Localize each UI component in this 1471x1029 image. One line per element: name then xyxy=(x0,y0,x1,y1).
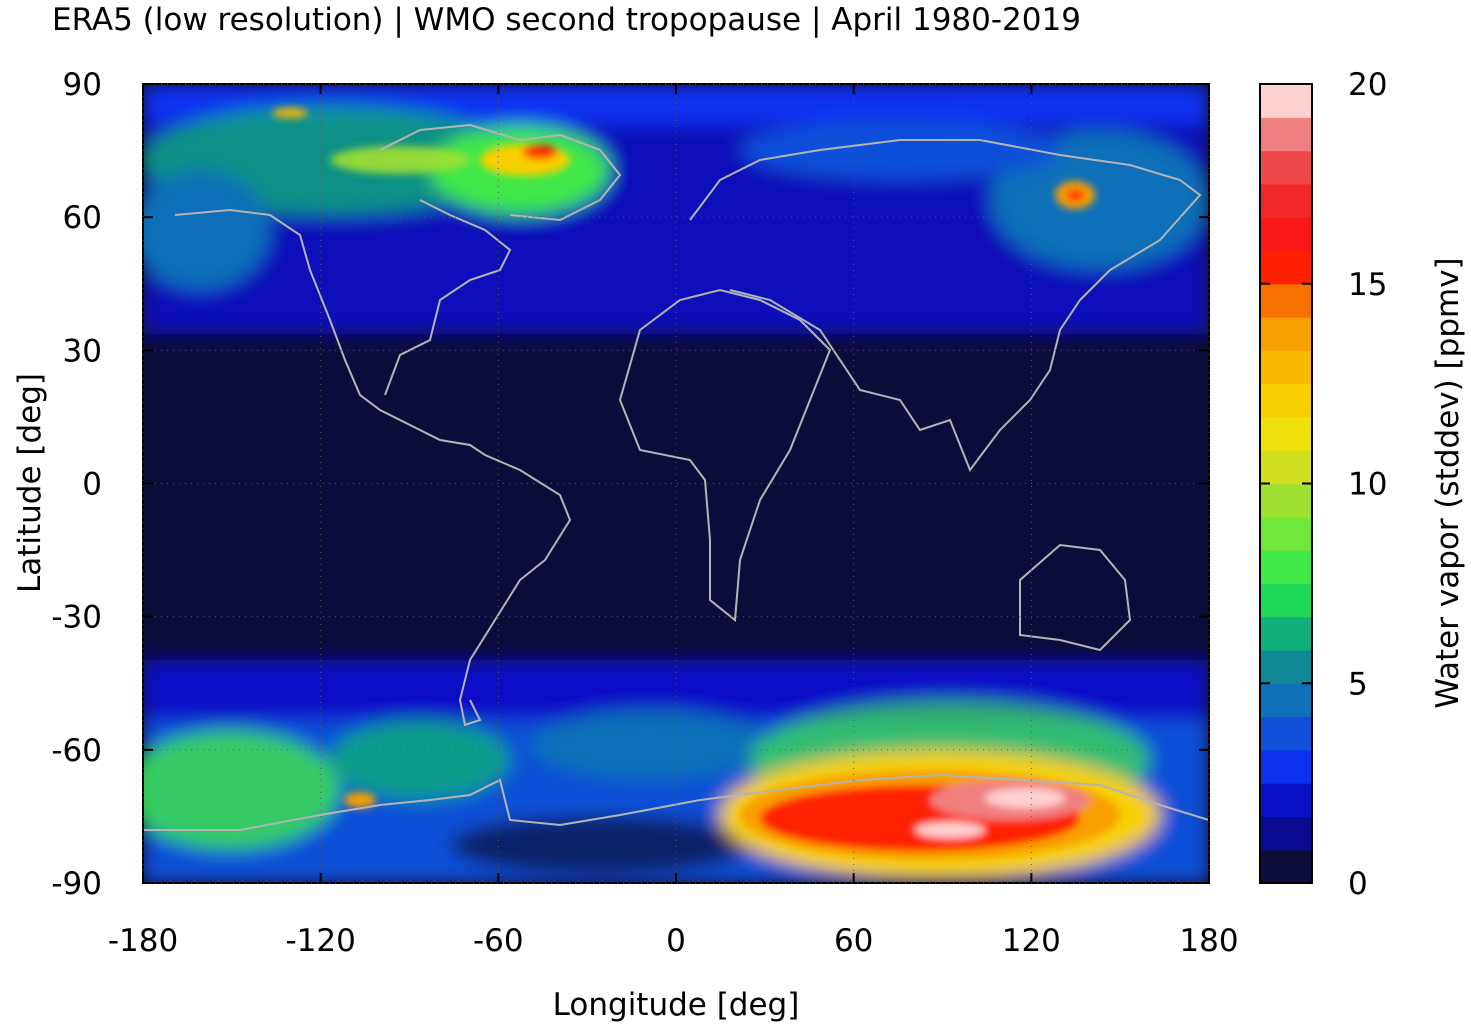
y-tick-label: -30 xyxy=(51,600,102,636)
x-tick-label: -60 xyxy=(473,923,524,959)
colorbar-segment xyxy=(1260,416,1312,451)
y-tick-label: -60 xyxy=(51,733,102,769)
colorbar-tick-label: 20 xyxy=(1348,67,1387,103)
colorbar-tick-label: 10 xyxy=(1348,467,1387,503)
colorbar-segment xyxy=(1260,283,1312,318)
coastlines xyxy=(143,123,1209,831)
colorbar-segment xyxy=(1260,117,1312,152)
colorbar-segment xyxy=(1260,483,1312,518)
colorbar-segment xyxy=(1260,749,1312,784)
x-tick-label: 180 xyxy=(1179,923,1238,959)
x-tick-label: 120 xyxy=(1002,923,1061,959)
colorbar-segment xyxy=(1260,783,1312,818)
x-tick-label: -180 xyxy=(108,923,178,959)
x-tick-label: 60 xyxy=(834,923,873,959)
colorbar-segment xyxy=(1260,816,1312,851)
colorbar-segment xyxy=(1260,383,1312,418)
colorbar-segment xyxy=(1260,550,1312,584)
antarctic-maximum xyxy=(344,770,1120,860)
colorbar-segment xyxy=(1260,150,1312,185)
colorbar-tick-label: 0 xyxy=(1348,866,1368,902)
colorbar-tick-label: 15 xyxy=(1348,267,1387,303)
colorbar-segment xyxy=(1260,350,1312,385)
y-tick-label: -90 xyxy=(51,866,102,902)
colorbar-segment xyxy=(1260,849,1312,884)
y-tick-label: 30 xyxy=(63,333,102,369)
colorbar-segment xyxy=(1260,250,1312,285)
y-tick-label: 60 xyxy=(63,200,102,236)
colorbar-tick-label: 5 xyxy=(1348,666,1368,702)
colorbar-segment xyxy=(1260,217,1312,252)
colorbar-segment xyxy=(1260,683,1312,718)
colorbar-label: Water vapor (stddev) [ppmv] xyxy=(1430,257,1466,708)
x-tick-label: 0 xyxy=(666,923,686,959)
chart-title: ERA5 (low resolution) | WMO second tropo… xyxy=(52,2,1081,38)
colorbar-frame xyxy=(1259,83,1313,884)
colorbar-segment xyxy=(1260,616,1312,651)
colorbar-segment xyxy=(1260,583,1312,618)
colorbar-segment xyxy=(1260,317,1312,351)
colorbar-segment xyxy=(1260,716,1312,751)
colorbar-segment xyxy=(1260,649,1312,684)
arctic-peaks xyxy=(272,108,1095,209)
colorbar-segment xyxy=(1260,183,1312,218)
y-tick-label: 0 xyxy=(82,467,102,503)
x-tick-label: -120 xyxy=(285,923,355,959)
y-axis-label: Latitude [deg] xyxy=(12,373,48,593)
y-tick-label: 90 xyxy=(63,67,102,103)
x-axis-label: Longitude [deg] xyxy=(553,987,800,1023)
colorbar: 20 15 10 5 0 xyxy=(1260,67,1387,902)
colorbar-segment xyxy=(1260,450,1312,485)
colorbar-segment xyxy=(1260,84,1312,118)
colorbar-segment xyxy=(1260,516,1312,551)
